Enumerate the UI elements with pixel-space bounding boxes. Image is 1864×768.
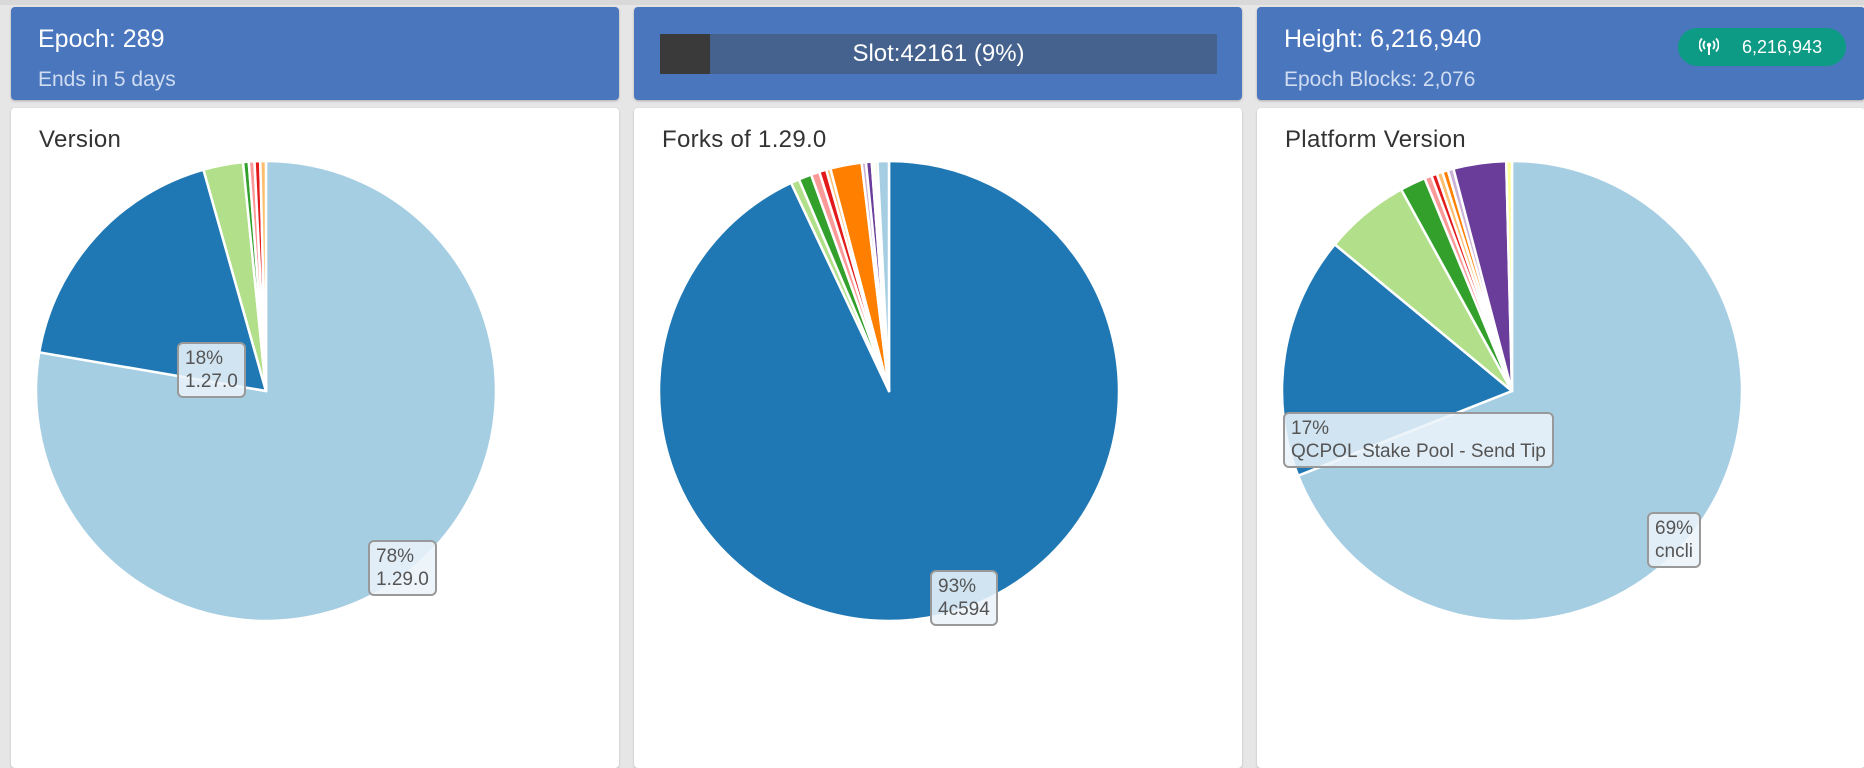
tooltip-pct: 17% xyxy=(1291,418,1330,439)
forks-chart-card: Forks of 1.29.0 93% 4c594 xyxy=(634,108,1242,768)
forks-pie-chart[interactable] xyxy=(634,108,1242,768)
tooltip-pct: 93% xyxy=(938,576,977,597)
version-tooltip-second: 18% 1.27.0 xyxy=(177,342,246,398)
epoch-card: Epoch: 289 Ends in 5 days xyxy=(11,7,619,100)
epoch-blocks: Epoch Blocks: 2,076 xyxy=(1284,68,1476,91)
version-pie-chart[interactable] xyxy=(11,108,619,768)
tooltip-label: 4c594 xyxy=(938,599,990,620)
platform-tooltip-second: 17% QCPOL Stake Pool - Send Tip xyxy=(1283,412,1554,468)
pie-slice-segment-10[interactable] xyxy=(1504,159,1514,393)
tooltip-label: 1.27.0 xyxy=(185,371,238,392)
epoch-ends: Ends in 5 days xyxy=(38,68,176,91)
tooltip-pct: 69% xyxy=(1655,518,1694,539)
pie-slice-cncli[interactable] xyxy=(1296,159,1744,623)
height-card: Height: 6,216,940 Epoch Blocks: 2,076 6,… xyxy=(1257,7,1864,100)
pie-slice-segment-11[interactable] xyxy=(876,159,891,393)
version-chart-card: Version 18% 1.27.0 78% 1.29.0 xyxy=(11,108,619,768)
network-height-value: 6,216,943 xyxy=(1742,37,1823,57)
pie-slice-segment-6[interactable] xyxy=(258,159,268,393)
slot-progress-bar: Slot:42161 (9%) xyxy=(660,34,1217,74)
pie-slice-1-27-0[interactable] xyxy=(38,168,268,393)
height-title: Height: 6,216,940 xyxy=(1284,25,1482,53)
platform-chart-card: Platform Version 69% cncli 17% QCPOL Sta… xyxy=(1257,108,1864,768)
forks-chart-title: Forks of 1.29.0 xyxy=(662,126,827,153)
tooltip-label: QCPOL Stake Pool - Send Tip xyxy=(1291,441,1546,462)
version-chart-title: Version xyxy=(39,126,122,153)
slot-progress-fill xyxy=(660,34,710,74)
tooltip-label: cncli xyxy=(1655,541,1694,562)
tooltip-pct: 78% xyxy=(376,546,415,567)
slot-card: Slot:42161 (9%) xyxy=(634,7,1242,100)
epoch-title: Epoch: 289 xyxy=(38,25,165,53)
slot-label: Slot:42161 (9%) xyxy=(852,40,1025,67)
version-tooltip-major: 78% 1.29.0 xyxy=(368,540,437,596)
platform-chart-title: Platform Version xyxy=(1285,126,1466,153)
forks-tooltip-major: 93% 4c594 xyxy=(930,570,998,626)
tooltip-pct: 18% xyxy=(185,348,224,369)
network-height-badge[interactable]: 6,216,943 xyxy=(1678,28,1846,66)
top-border xyxy=(0,0,1864,5)
tooltip-label: 1.29.0 xyxy=(376,569,429,590)
platform-tooltip-major: 69% cncli xyxy=(1647,512,1702,568)
broadcast-icon xyxy=(1699,38,1719,55)
